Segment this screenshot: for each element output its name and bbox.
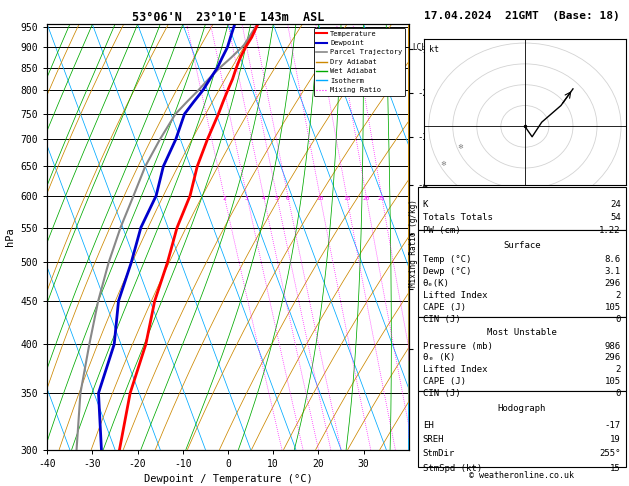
Text: -17: -17 bbox=[604, 421, 621, 430]
Text: 105: 105 bbox=[604, 303, 621, 312]
Text: 8.6: 8.6 bbox=[604, 255, 621, 264]
Text: 1.22: 1.22 bbox=[599, 226, 621, 236]
Text: 54: 54 bbox=[610, 213, 621, 223]
Text: CAPE (J): CAPE (J) bbox=[423, 377, 465, 386]
Text: 986: 986 bbox=[604, 342, 621, 351]
Text: Lifted Index: Lifted Index bbox=[423, 365, 487, 374]
Text: LCL: LCL bbox=[413, 43, 426, 52]
Text: 20: 20 bbox=[362, 196, 370, 201]
Text: 5: 5 bbox=[275, 196, 279, 201]
Text: 255°: 255° bbox=[599, 450, 621, 458]
Text: Mixing Ratio (g/kg): Mixing Ratio (g/kg) bbox=[409, 199, 418, 287]
Text: CAPE (J): CAPE (J) bbox=[423, 303, 465, 312]
Text: 25: 25 bbox=[378, 196, 386, 201]
Text: 4: 4 bbox=[262, 196, 265, 201]
Text: 105: 105 bbox=[604, 377, 621, 386]
Text: Lifted Index: Lifted Index bbox=[423, 291, 487, 300]
Text: 296: 296 bbox=[604, 279, 621, 288]
Text: Most Unstable: Most Unstable bbox=[487, 328, 557, 337]
Text: StmDir: StmDir bbox=[423, 450, 455, 458]
Text: SREH: SREH bbox=[423, 435, 444, 444]
Text: ❄: ❄ bbox=[441, 161, 447, 167]
Text: CIN (J): CIN (J) bbox=[423, 314, 460, 324]
Text: 6: 6 bbox=[286, 196, 290, 201]
Text: 2: 2 bbox=[615, 365, 621, 374]
Text: 2: 2 bbox=[615, 291, 621, 300]
Text: 17.04.2024  21GMT  (Base: 18): 17.04.2024 21GMT (Base: 18) bbox=[424, 11, 620, 21]
Text: 10: 10 bbox=[316, 196, 324, 201]
Text: 2: 2 bbox=[222, 196, 226, 201]
Text: 15: 15 bbox=[343, 196, 350, 201]
Text: 15: 15 bbox=[610, 464, 621, 473]
Text: θₑ(K): θₑ(K) bbox=[423, 279, 450, 288]
Text: Dewp (°C): Dewp (°C) bbox=[423, 267, 471, 276]
Text: kt: kt bbox=[429, 45, 439, 54]
Text: 0: 0 bbox=[615, 389, 621, 398]
Text: K: K bbox=[423, 200, 428, 209]
Text: CIN (J): CIN (J) bbox=[423, 389, 460, 398]
Text: 53°06'N  23°10'E  143m  ASL: 53°06'N 23°10'E 143m ASL bbox=[132, 11, 324, 24]
Text: 0: 0 bbox=[615, 314, 621, 324]
Text: ❄: ❄ bbox=[458, 144, 464, 150]
Text: Totals Totals: Totals Totals bbox=[423, 213, 493, 223]
Text: θₑ (K): θₑ (K) bbox=[423, 353, 455, 363]
Text: 3.1: 3.1 bbox=[604, 267, 621, 276]
Text: PW (cm): PW (cm) bbox=[423, 226, 460, 236]
Text: 24: 24 bbox=[610, 200, 621, 209]
Text: 296: 296 bbox=[604, 353, 621, 363]
Text: Pressure (mb): Pressure (mb) bbox=[423, 342, 493, 351]
Text: © weatheronline.co.uk: © weatheronline.co.uk bbox=[469, 471, 574, 480]
Text: StmSpd (kt): StmSpd (kt) bbox=[423, 464, 482, 473]
Text: Temp (°C): Temp (°C) bbox=[423, 255, 471, 264]
Text: 3: 3 bbox=[245, 196, 248, 201]
Text: Hodograph: Hodograph bbox=[498, 404, 546, 413]
Text: EH: EH bbox=[423, 421, 433, 430]
Text: 19: 19 bbox=[610, 435, 621, 444]
Legend: Temperature, Dewpoint, Parcel Trajectory, Dry Adiabat, Wet Adiabat, Isotherm, Mi: Temperature, Dewpoint, Parcel Trajectory… bbox=[314, 28, 405, 96]
Y-axis label: hPa: hPa bbox=[5, 227, 15, 246]
Text: Surface: Surface bbox=[503, 241, 540, 250]
X-axis label: Dewpoint / Temperature (°C): Dewpoint / Temperature (°C) bbox=[143, 474, 313, 484]
Y-axis label: km
ASL: km ASL bbox=[431, 229, 451, 245]
